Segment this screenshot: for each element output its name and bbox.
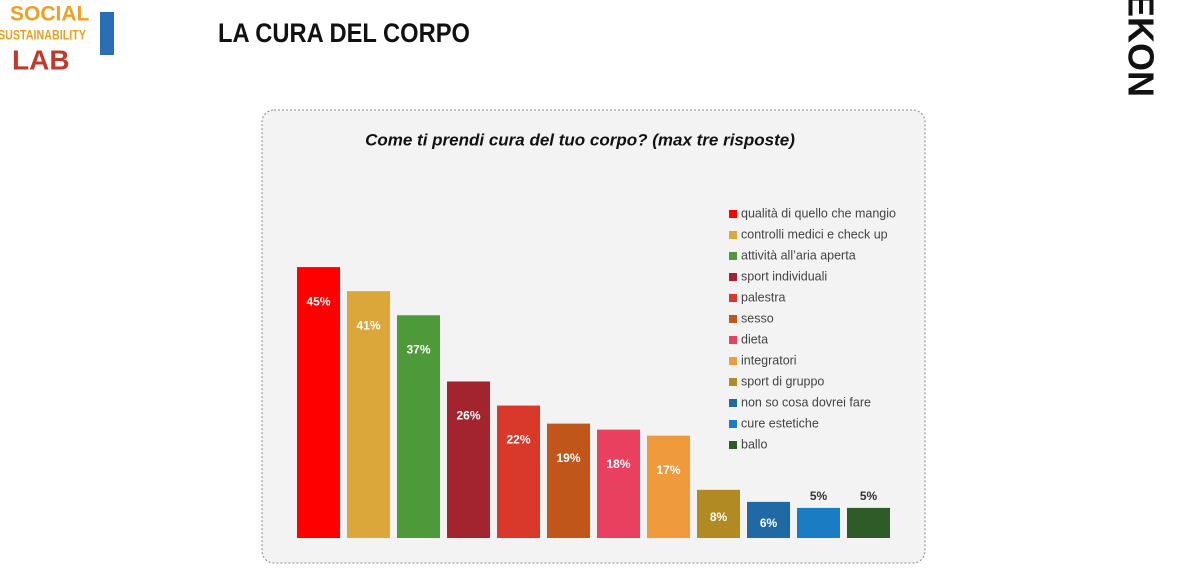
chart-title: Come ti prendi cura del tuo corpo? (max … — [365, 130, 795, 149]
legend-label: dieta — [741, 332, 768, 346]
legend-label: sesso — [741, 311, 774, 325]
data-label: 17% — [656, 463, 680, 477]
bar — [497, 405, 540, 538]
logo-text: LAB — [12, 44, 70, 75]
legend-label: attività all’aria aperta — [741, 248, 856, 262]
data-label: 5% — [810, 489, 828, 503]
data-label: 5% — [860, 489, 878, 503]
data-label: 6% — [760, 516, 778, 530]
data-label: 22% — [506, 433, 530, 447]
legend-swatch — [729, 357, 737, 365]
legend-label: sport individuali — [741, 269, 827, 283]
legend-label: controlli medici e check up — [741, 227, 888, 241]
data-label: 26% — [456, 409, 480, 423]
legend-swatch — [729, 420, 737, 428]
bar — [597, 429, 640, 538]
legend-swatch — [729, 210, 737, 218]
logo-text: SUSTAINABILITY — [0, 27, 87, 43]
legend-swatch — [729, 336, 737, 344]
data-label: 8% — [710, 510, 728, 524]
logo-bar — [100, 12, 114, 55]
bar — [797, 507, 840, 538]
legend-label: sport di gruppo — [741, 374, 824, 388]
legend-label: palestra — [741, 290, 786, 304]
bar — [297, 267, 340, 538]
data-label: 19% — [556, 451, 580, 465]
logo-text: SOCIAL — [10, 3, 90, 26]
bar — [397, 315, 440, 538]
legend-swatch — [729, 252, 737, 260]
legend-label: ballo — [741, 437, 767, 451]
legend-swatch — [729, 273, 737, 281]
data-label: 45% — [306, 294, 330, 308]
legend-swatch — [729, 441, 737, 449]
plot: 45% 41% 37% 26% 22% 19% 18% 17% 8% 6% 5% 5% qualità … — [297, 206, 896, 538]
bar — [647, 435, 690, 538]
data-label: 37% — [406, 342, 430, 356]
legend-swatch — [729, 399, 737, 407]
slide-title: LA CURA DEL CORPO — [218, 18, 470, 48]
data-label: 18% — [606, 457, 630, 471]
legend-swatch — [729, 231, 737, 239]
bar — [547, 423, 590, 538]
legend-label: cure estetiche — [741, 416, 819, 430]
bar — [697, 489, 740, 538]
legend-label: non so cosa dovrei fare — [741, 395, 871, 409]
legend-label: integratori — [741, 353, 797, 367]
legend-label: qualità di quello che mangio — [741, 206, 896, 220]
bar — [747, 501, 790, 538]
bar — [847, 507, 890, 538]
data-label: 41% — [356, 318, 380, 332]
bar — [347, 291, 390, 538]
legend-swatch — [729, 294, 737, 302]
bar — [447, 381, 490, 538]
legend-swatch — [729, 378, 737, 386]
brand: EKON — [1120, 0, 1161, 97]
legend-swatch — [729, 315, 737, 323]
